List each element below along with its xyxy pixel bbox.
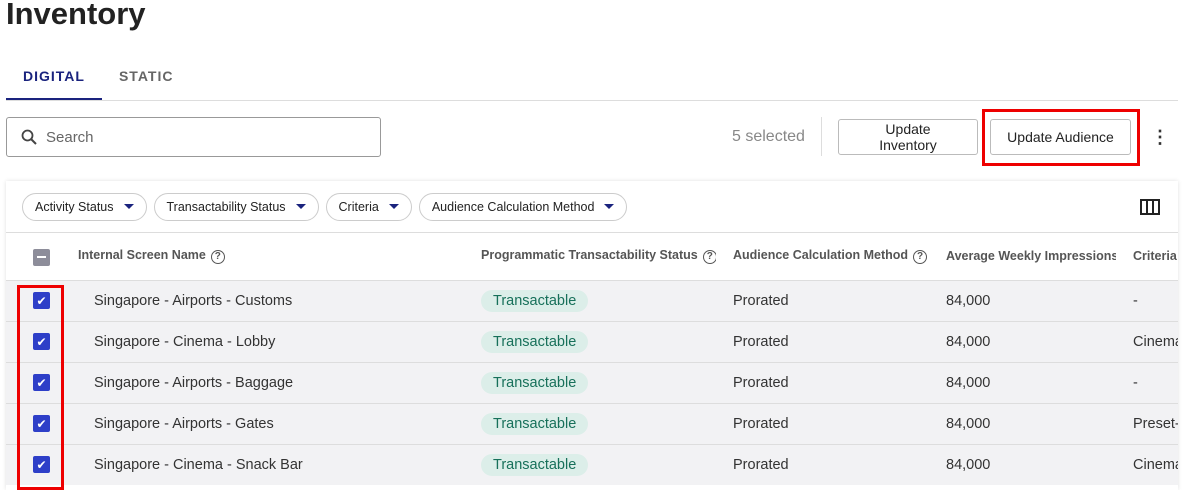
filter-label: Activity Status — [35, 199, 114, 214]
filter-label: Transactability Status — [166, 199, 286, 214]
table-row[interactable]: ✔ Singapore - Cinema - Lobby Transactabl… — [6, 320, 1178, 362]
screen-name-cell[interactable]: Singapore - Airports - Baggage — [78, 361, 465, 403]
select-all-checkbox[interactable] — [33, 248, 50, 266]
row-checkbox[interactable]: ✔ — [33, 456, 50, 474]
impressions-cell: 84,000 — [929, 320, 1116, 362]
filter-bar: Activity Status Transactability Status C… — [6, 181, 1178, 233]
table-row[interactable]: ✔ Singapore - Airports - Customs Transac… — [6, 279, 1178, 321]
screen-name-cell[interactable]: Singapore - Airports - Customs — [78, 279, 465, 321]
impressions-cell: 84,000 — [929, 279, 1116, 321]
criteria-cell: Cinema — [1116, 443, 1178, 485]
col-label: Internal Screen Name — [78, 248, 206, 263]
status-cell: Transactable — [465, 443, 716, 485]
status-cell: Transactable — [465, 279, 716, 321]
table-row[interactable]: ✔ Singapore - Airports - Gates Transacta… — [6, 402, 1178, 444]
impressions-cell: 84,000 — [929, 402, 1116, 444]
tab-bar: DIGITAL STATIC — [6, 60, 1178, 101]
col-label: Audience Calculation Method — [733, 248, 909, 263]
col-label: Average Weekly Impressions — [946, 249, 1116, 264]
search-icon — [21, 129, 37, 145]
filter-transactability-status[interactable]: Transactability Status — [153, 192, 319, 221]
status-badge: Transactable — [481, 371, 589, 394]
row-checkbox[interactable]: ✔ — [33, 292, 50, 309]
status-badge: Transactable — [481, 289, 589, 312]
criteria-cell: - — [1116, 279, 1178, 321]
filter-label: Criteria — [338, 199, 379, 214]
tab-static[interactable]: STATIC — [118, 68, 174, 84]
criteria-cell: Cinema — [1116, 320, 1178, 362]
status-cell: Transactable — [465, 402, 716, 444]
method-cell: Prorated — [716, 443, 929, 485]
table-row[interactable]: ✔ Singapore - Cinema - Snack Bar Transac… — [6, 443, 1178, 485]
method-cell: Prorated — [716, 279, 929, 321]
help-icon[interactable]: ? — [913, 250, 928, 265]
screen-name-cell[interactable]: Singapore - Cinema - Lobby — [78, 320, 465, 362]
screen-name-cell[interactable]: Singapore - Airports - Gates — [78, 402, 465, 444]
status-badge: Transactable — [481, 330, 589, 353]
caret-down-icon — [388, 204, 399, 209]
search-input[interactable]: Search — [6, 117, 381, 157]
status-badge: Transactable — [481, 412, 589, 435]
col-average-weekly-impressions[interactable]: Average Weekly Impressions — [929, 233, 1116, 280]
filter-audience-calculation-method[interactable]: Audience Calculation Method — [418, 192, 628, 221]
caret-down-icon — [604, 204, 615, 209]
update-audience-button[interactable]: Update Audience — [990, 119, 1131, 155]
help-icon[interactable]: ? — [702, 250, 716, 265]
col-label: Criteria — [1133, 249, 1177, 264]
select-all-cell — [6, 233, 78, 280]
filter-criteria[interactable]: Criteria — [325, 192, 412, 221]
table-row[interactable]: ✔ Singapore - Airports - Baggage Transac… — [6, 361, 1178, 403]
col-transactability-status[interactable]: Programmatic Transactability Status? — [465, 233, 716, 280]
update-inventory-button[interactable]: Update Inventory — [838, 119, 978, 155]
more-options-icon[interactable]: ⋮ — [1151, 127, 1169, 147]
method-cell: Prorated — [716, 402, 929, 444]
table-header: Internal Screen Name? Programmatic Trans… — [6, 233, 1178, 280]
selected-count: 5 selected — [732, 128, 805, 145]
filter-activity-status[interactable]: Activity Status — [22, 192, 147, 221]
caret-down-icon — [295, 204, 306, 209]
method-cell: Prorated — [716, 361, 929, 403]
inventory-table-panel: Activity Status Transactability Status C… — [6, 181, 1178, 490]
col-internal-screen-name[interactable]: Internal Screen Name? — [78, 233, 465, 280]
divider — [821, 117, 822, 156]
help-icon[interactable]: ? — [210, 250, 225, 265]
filter-label: Audience Calculation Method — [431, 199, 595, 214]
status-cell: Transactable — [465, 361, 716, 403]
row-checkbox[interactable]: ✔ — [33, 415, 50, 432]
status-cell: Transactable — [465, 320, 716, 362]
impressions-cell: 84,000 — [929, 361, 1116, 403]
row-checkbox[interactable]: ✔ — [33, 374, 50, 391]
status-badge: Transactable — [481, 453, 589, 476]
method-cell: Prorated — [716, 320, 929, 362]
highlight-box — [17, 285, 64, 490]
criteria-cell: Preset- — [1116, 402, 1178, 444]
caret-down-icon — [123, 204, 134, 209]
highlight-box — [982, 109, 1140, 166]
col-criteria[interactable]: Criteria — [1116, 233, 1178, 280]
impressions-cell: 84,000 — [929, 443, 1116, 485]
search-placeholder: Search — [46, 128, 94, 146]
tab-digital[interactable]: DIGITAL — [6, 60, 102, 100]
screen-name-cell[interactable]: Singapore - Cinema - Snack Bar — [78, 443, 465, 485]
inventory-table: Internal Screen Name? Programmatic Trans… — [6, 233, 1178, 485]
col-label: Programmatic Transactability Status — [481, 248, 698, 263]
page-title: Inventory — [6, 0, 146, 31]
row-checkbox[interactable]: ✔ — [33, 333, 50, 350]
col-audience-calculation-method[interactable]: Audience Calculation Method? — [716, 233, 929, 280]
columns-icon[interactable] — [1140, 199, 1160, 215]
criteria-cell: - — [1116, 361, 1178, 403]
